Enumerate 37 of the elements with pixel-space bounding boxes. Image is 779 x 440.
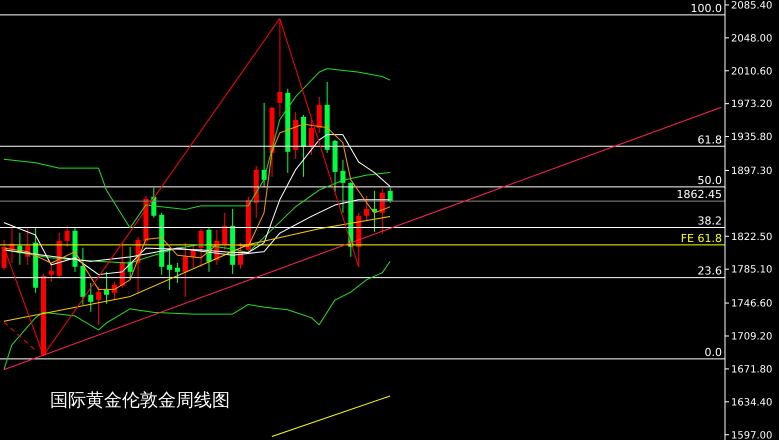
candlestick xyxy=(64,225,70,248)
y-tick-label: 1897.30 xyxy=(731,166,772,178)
candlestick xyxy=(340,159,346,214)
y-tick-label: 1634.40 xyxy=(731,397,772,408)
line-series xyxy=(3,260,391,370)
annotation: 0.0 xyxy=(704,346,722,359)
y-tick-label: 1671.80 xyxy=(731,364,772,376)
ref-line-label: 1862.45 xyxy=(676,188,722,202)
candlestick xyxy=(88,282,94,312)
candlestick xyxy=(316,96,322,134)
annotation: 38.2 xyxy=(698,214,722,228)
line-series xyxy=(3,68,391,228)
y-tick-label: 1709.20 xyxy=(731,332,772,343)
y-tick-label: 1935.80 xyxy=(731,132,772,144)
y-tick-label: 1746.60 xyxy=(731,298,772,310)
annotation: 61.8 xyxy=(698,133,722,146)
candlestick xyxy=(182,242,188,298)
candlestick xyxy=(48,262,54,282)
candlestick xyxy=(174,262,180,284)
y-tick-label: 2048.00 xyxy=(731,33,772,44)
text: 国际黄金伦敦金周线图 xyxy=(50,389,230,412)
y-tick-label: 1822.50 xyxy=(731,232,772,243)
y-tick-label: 2010.60 xyxy=(731,66,772,78)
annotation: 100.0 xyxy=(690,2,722,15)
annotation: 50.0 xyxy=(698,174,722,187)
candlestick xyxy=(167,247,172,290)
candlestick xyxy=(198,228,204,268)
annotation: FE 61.8 xyxy=(680,232,722,245)
annotation: 23.6 xyxy=(698,264,722,278)
y-tick-label: 1785.10 xyxy=(731,264,772,276)
candlestick xyxy=(96,286,102,326)
y-tick-label: 1597.00 xyxy=(731,430,772,440)
y-tick-label: 2085.40 xyxy=(731,0,772,12)
candlestick xyxy=(364,195,370,222)
y-tick-label: 1973.20 xyxy=(731,99,772,110)
line-series xyxy=(3,216,391,322)
candlestick xyxy=(308,119,314,156)
